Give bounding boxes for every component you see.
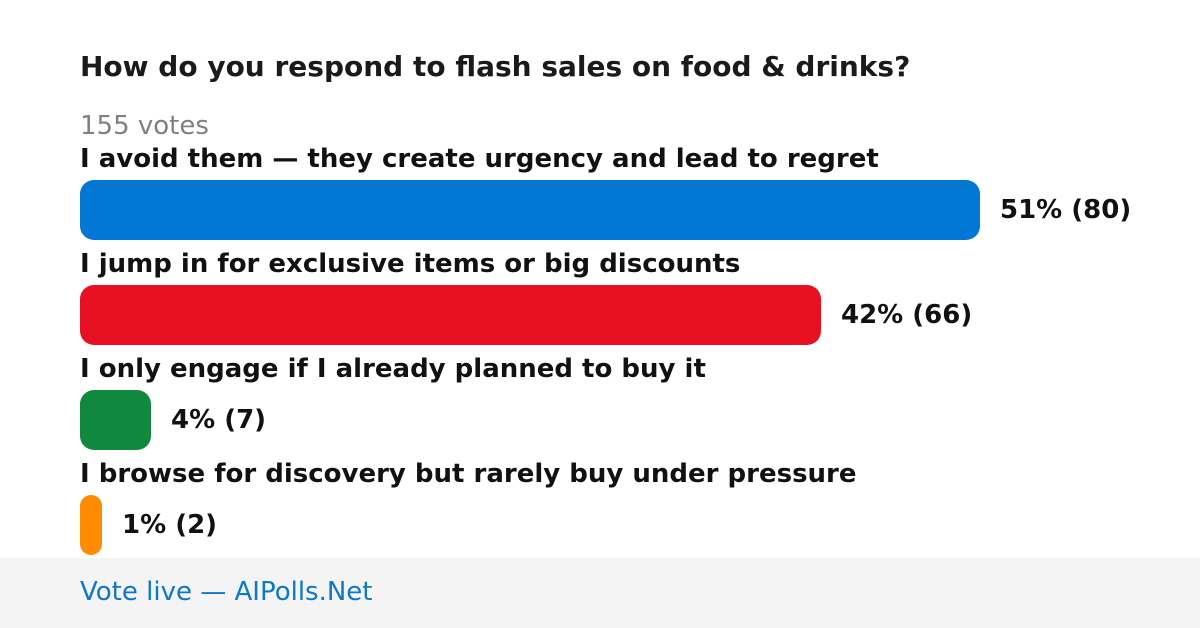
option-label: I jump in for exclusive items or big dis… — [80, 249, 741, 279]
result-bar — [80, 180, 980, 240]
option-label: I browse for discovery but rarely buy un… — [80, 459, 857, 489]
poll-option: I avoid them — they create urgency and l… — [80, 143, 1180, 248]
result-label: 4% (7) — [171, 405, 267, 435]
result-bar — [80, 495, 102, 555]
poll-option: I browse for discovery but rarely buy un… — [80, 458, 1180, 563]
bar-row: 1% (2) — [80, 495, 217, 555]
poll-option: I jump in for exclusive items or big dis… — [80, 248, 1180, 353]
result-bar — [80, 285, 821, 345]
bar-row: 51% (80) — [80, 180, 1131, 240]
bar-row: 4% (7) — [80, 390, 266, 450]
result-bar — [80, 390, 151, 450]
footer: Vote live — AIPolls.Net — [0, 558, 1200, 628]
result-label: 42% (66) — [841, 300, 973, 330]
option-label: I avoid them — they create urgency and l… — [80, 144, 879, 174]
vote-count: 155 votes — [80, 111, 209, 141]
poll-question: How do you respond to flash sales on foo… — [80, 50, 911, 83]
poll-option: I only engage if I already planned to bu… — [80, 353, 1180, 458]
option-label: I only engage if I already planned to bu… — [80, 354, 706, 384]
result-label: 51% (80) — [1000, 195, 1132, 225]
bar-row: 42% (66) — [80, 285, 972, 345]
result-label: 1% (2) — [122, 510, 218, 540]
vote-live-link[interactable]: Vote live — AIPolls.Net — [80, 577, 373, 607]
